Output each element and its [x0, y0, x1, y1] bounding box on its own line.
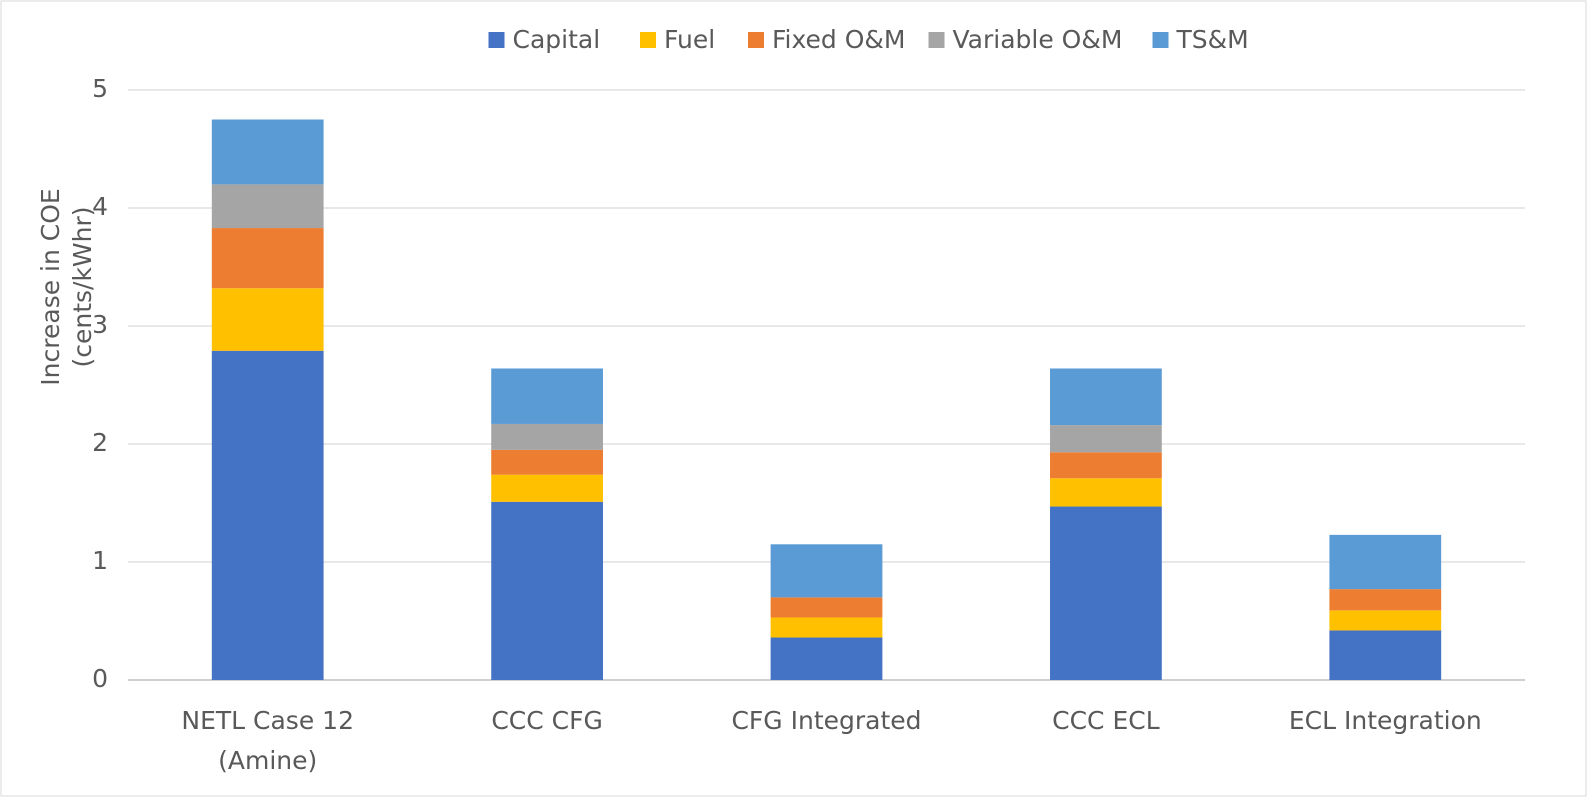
legend-swatch: [748, 32, 764, 48]
bar-segment: [211, 350, 324, 680]
x-tick-label: ECL Integration: [1289, 706, 1482, 735]
y-axis-label: (cents/kWhr): [68, 206, 97, 367]
x-tick-label: CFG Integrated: [731, 706, 921, 735]
bar-segment: [211, 288, 324, 351]
legend-label: Capital: [513, 25, 601, 54]
legend-swatch: [928, 32, 945, 48]
x-tick-label: CCC ECL: [1052, 706, 1160, 735]
legend-swatch: [1152, 32, 1169, 48]
legend-label: TS&M: [1176, 25, 1249, 54]
bar-segment: [1050, 368, 1162, 426]
bar-segment: [770, 597, 883, 618]
bar-segment: [770, 637, 883, 680]
bar-segment: [211, 228, 324, 289]
y-axis-label: Increase in COE: [36, 188, 65, 385]
bar-segment: [1050, 425, 1162, 453]
legend-swatch: [640, 32, 656, 48]
bar-segment: [1329, 610, 1442, 631]
bar-segment: [491, 449, 603, 475]
legend-swatch: [488, 32, 505, 48]
bar-segment: [1050, 452, 1162, 479]
y-tick-label: 3: [92, 310, 108, 339]
bar-segment: [491, 501, 603, 680]
legend-label: Variable O&M: [953, 25, 1123, 54]
bar-segment: [1329, 534, 1442, 590]
bar-segment: [1329, 589, 1442, 611]
legend-label: Fixed O&M: [772, 25, 905, 54]
y-tick-label: 0: [92, 664, 108, 693]
y-tick-label: 4: [92, 192, 108, 221]
x-tick-label: CCC CFG: [491, 706, 603, 735]
x-tick-label: NETL Case 12 (Amine): [181, 706, 354, 775]
y-tick-label: 1: [92, 546, 108, 575]
bar-segment: [491, 368, 603, 424]
legend-label: Fuel: [664, 25, 715, 54]
bar-segment: [1050, 478, 1162, 507]
bar-segment: [770, 617, 883, 638]
bar-segment: [770, 544, 883, 598]
bar-segment: [1329, 630, 1442, 680]
bar-segment: [491, 423, 603, 450]
bar-segment: [211, 184, 324, 229]
bar-segment: [211, 119, 324, 185]
y-tick-label: 2: [92, 428, 108, 457]
bar-segment: [491, 474, 603, 502]
y-tick-label: 5: [92, 74, 108, 103]
bar-segment: [1050, 506, 1162, 680]
